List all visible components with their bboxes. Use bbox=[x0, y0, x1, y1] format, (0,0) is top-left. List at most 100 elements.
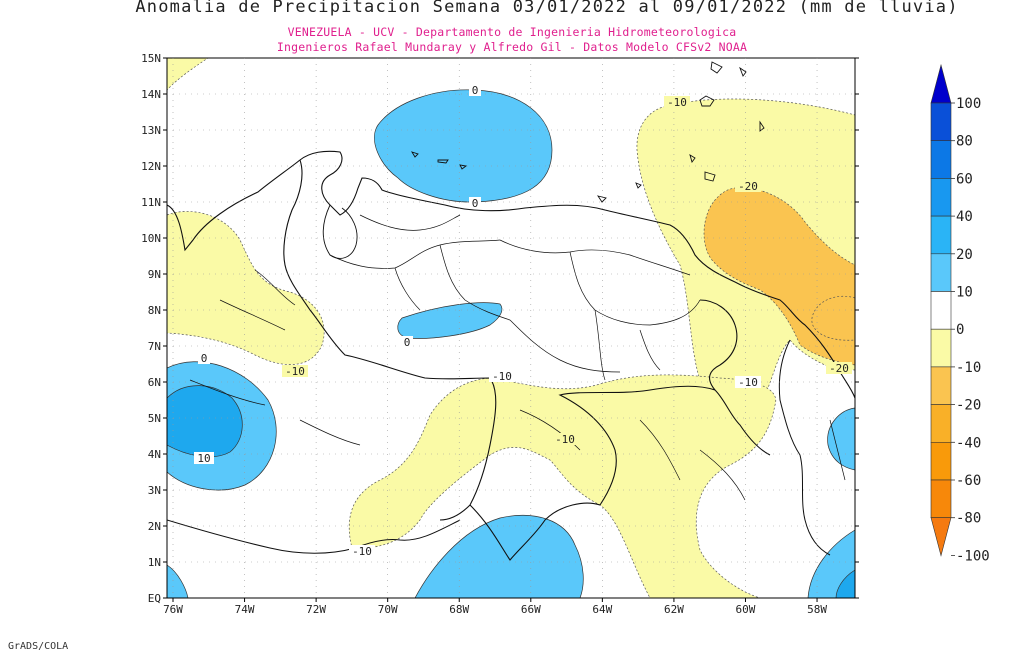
colorbar-label: 80 bbox=[956, 134, 973, 150]
colorbar-segment bbox=[930, 178, 952, 217]
grads-credit: GrADS/COLA bbox=[8, 641, 69, 652]
grid bbox=[167, 58, 855, 598]
field-blue-southwest-corner bbox=[167, 564, 189, 598]
border-venezuela-guyana bbox=[699, 299, 738, 391]
colorbar-segment bbox=[930, 253, 952, 292]
lat-label: EQ bbox=[148, 592, 161, 605]
lat-label: 4N bbox=[148, 448, 161, 461]
svg-text:-20: -20 bbox=[738, 180, 758, 193]
map-title: Anomalia de Precipitacion Semana 03/01/2… bbox=[135, 0, 959, 17]
colorbar-segment bbox=[930, 291, 952, 330]
colorbar-label: 10 bbox=[956, 285, 973, 301]
svg-text:0: 0 bbox=[472, 84, 479, 97]
internal-borders bbox=[189, 214, 846, 501]
colorbar-segment bbox=[930, 479, 952, 519]
colorbar-segment bbox=[930, 102, 952, 142]
svg-text:-10: -10 bbox=[285, 365, 305, 378]
subtitle-line-1: VENEZUELA - UCV - Departamento de Ingeni… bbox=[287, 25, 737, 39]
border-guyana-suriname bbox=[778, 339, 831, 556]
field-blue-west-inner bbox=[167, 385, 243, 458]
lon-axis: 76W 74W 72W 70W 68W 66W 64W 62W 60W 58W bbox=[163, 598, 827, 616]
coastline-main bbox=[167, 150, 855, 399]
coast-maracaibo bbox=[322, 204, 358, 259]
field-blue-southeast-inner bbox=[835, 569, 855, 598]
boundaries bbox=[167, 61, 855, 561]
colorbar-label: 100 bbox=[956, 96, 981, 112]
lat-label: 11N bbox=[141, 196, 161, 209]
lat-label: 12N bbox=[141, 160, 161, 173]
lat-label: 7N bbox=[148, 340, 161, 353]
contour-label-0-b: 0 bbox=[469, 197, 481, 210]
svg-text:0: 0 bbox=[201, 352, 208, 365]
svg-text:-10: -10 bbox=[492, 370, 512, 383]
lat-label: 2N bbox=[148, 520, 161, 533]
contour-label-m20-a: -20 bbox=[735, 180, 761, 193]
field-yellow-south bbox=[348, 374, 777, 598]
contour-label-m10-b: -10 bbox=[282, 365, 308, 378]
contour-label-m20-b: -20 bbox=[826, 362, 852, 375]
colorbar-label: 60 bbox=[956, 171, 973, 187]
lat-label: 1N bbox=[148, 556, 161, 569]
colorbar-bottom-arrow bbox=[930, 517, 952, 557]
lon-label: 76W bbox=[163, 603, 183, 616]
lat-label: 14N bbox=[141, 88, 161, 101]
svg-text:0: 0 bbox=[404, 336, 411, 349]
lon-label: 66W bbox=[521, 603, 541, 616]
colorbar-label: -40 bbox=[956, 435, 981, 451]
svg-text:-10: -10 bbox=[738, 376, 758, 389]
lon-label: 62W bbox=[664, 603, 684, 616]
colorbar-segment bbox=[930, 215, 952, 255]
lat-label: 15N bbox=[141, 52, 161, 65]
field-blue-llanos bbox=[397, 302, 503, 339]
border-colombia-ecuador-peru bbox=[167, 519, 461, 554]
lat-axis: EQ 1N 2N 3N 4N 5N 6N 7N 8N 9N 10N 11N 12N 13N 14N 15N bbox=[141, 52, 859, 605]
map-frame bbox=[166, 57, 856, 599]
colorbar-segment bbox=[930, 404, 952, 443]
lon-label: 70W bbox=[378, 603, 398, 616]
svg-text:-10: -10 bbox=[352, 545, 372, 558]
contour-label-m10-d: -10 bbox=[735, 376, 761, 389]
svg-text:-10: -10 bbox=[555, 433, 575, 446]
contour-label-m10-a: -10 bbox=[664, 96, 690, 109]
field-contour-inner-orange bbox=[811, 295, 855, 341]
anomaly-fields bbox=[167, 58, 855, 598]
svg-text:10: 10 bbox=[197, 452, 210, 465]
colorbar-segment bbox=[930, 366, 952, 405]
colorbar-segment bbox=[930, 328, 952, 368]
contour-label-0-a: 0 bbox=[469, 84, 481, 97]
lat-label: 9N bbox=[148, 268, 161, 281]
lon-label: 68W bbox=[449, 603, 469, 616]
lat-label: 13N bbox=[141, 124, 161, 137]
colorbar-label: -20 bbox=[956, 398, 981, 414]
lon-label: 58W bbox=[807, 603, 827, 616]
field-blue-amazon bbox=[414, 514, 584, 598]
lat-label: 8N bbox=[148, 304, 161, 317]
contour-label-m10-e: -10 bbox=[552, 433, 578, 446]
subtitle-line-2: Ingenieros Rafael Mundaray y Alfredo Gil… bbox=[276, 40, 748, 54]
field-blue-east-guiana bbox=[827, 407, 855, 471]
field-orange-east bbox=[703, 187, 855, 366]
colorbar-label: -80 bbox=[956, 511, 981, 527]
contour-label-m10-f: -10 bbox=[349, 545, 375, 558]
colorbar-segment bbox=[930, 441, 952, 481]
caribbean-islands bbox=[410, 61, 765, 203]
colorbar-label: 20 bbox=[956, 247, 973, 263]
colorbar-label: -100 bbox=[956, 548, 990, 564]
lon-label: 72W bbox=[306, 603, 326, 616]
contour-label-m10-c: -10 bbox=[489, 370, 515, 383]
contour-label-0-d: 0 bbox=[198, 352, 210, 365]
colorbar-label: 40 bbox=[956, 209, 973, 225]
border-colombia-venezuela bbox=[283, 159, 497, 521]
colorbar-label: 0 bbox=[956, 322, 964, 338]
colorbar-segment bbox=[930, 140, 952, 179]
lat-label: 10N bbox=[141, 232, 161, 245]
lon-label: 64W bbox=[592, 603, 612, 616]
contour-label-10: 10 bbox=[194, 452, 214, 465]
svg-text:-10: -10 bbox=[667, 96, 687, 109]
contour-label-0-c: 0 bbox=[401, 336, 413, 349]
contour-labels: 0 0 0 0 10 -10 -10 -10 -10 -10 -10 -20 -… bbox=[194, 84, 852, 558]
lat-label: 3N bbox=[148, 484, 161, 497]
svg-text:0: 0 bbox=[472, 197, 479, 210]
